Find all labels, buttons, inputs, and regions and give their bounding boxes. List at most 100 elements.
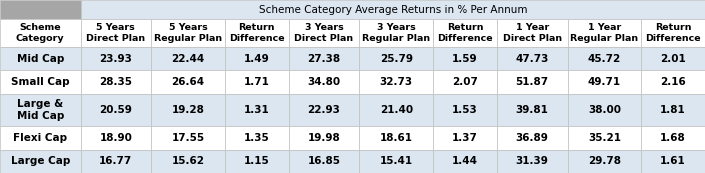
- Text: Return
Difference: Return Difference: [437, 23, 493, 43]
- Bar: [288, 94, 360, 126]
- Bar: [360, 126, 433, 149]
- Bar: [80, 47, 151, 70]
- Bar: [0, 0, 80, 19]
- Text: 1 Year
Direct Plan: 1 Year Direct Plan: [503, 23, 562, 43]
- Text: 1.53: 1.53: [452, 105, 478, 115]
- Bar: [497, 149, 568, 173]
- Text: 1.59: 1.59: [452, 54, 478, 64]
- Bar: [433, 126, 497, 149]
- Text: 36.89: 36.89: [516, 133, 548, 143]
- Text: 5 Years
Direct Plan: 5 Years Direct Plan: [86, 23, 145, 43]
- Bar: [80, 149, 151, 173]
- Text: 29.78: 29.78: [588, 156, 621, 166]
- Bar: [288, 149, 360, 173]
- Text: 1 Year
Regular Plan: 1 Year Regular Plan: [570, 23, 639, 43]
- Text: Small Cap: Small Cap: [11, 77, 70, 87]
- Text: 2.16: 2.16: [660, 77, 686, 87]
- Bar: [360, 70, 433, 94]
- Text: 1.31: 1.31: [244, 105, 269, 115]
- Bar: [568, 149, 641, 173]
- Text: 45.72: 45.72: [588, 54, 621, 64]
- Text: 1.71: 1.71: [244, 77, 270, 87]
- Text: Flexi Cap: Flexi Cap: [13, 133, 67, 143]
- Bar: [288, 126, 360, 149]
- Bar: [568, 126, 641, 149]
- Text: 1.68: 1.68: [660, 133, 686, 143]
- Text: 27.38: 27.38: [307, 54, 341, 64]
- Text: 21.40: 21.40: [379, 105, 412, 115]
- Bar: [225, 47, 288, 70]
- Text: 1.49: 1.49: [244, 54, 269, 64]
- Bar: [433, 19, 497, 47]
- Text: 47.73: 47.73: [515, 54, 549, 64]
- Bar: [225, 94, 288, 126]
- Text: 39.81: 39.81: [516, 105, 548, 115]
- Bar: [225, 19, 288, 47]
- Bar: [641, 126, 705, 149]
- Bar: [225, 149, 288, 173]
- Bar: [0, 19, 80, 47]
- Text: Mid Cap: Mid Cap: [17, 54, 64, 64]
- Bar: [151, 149, 225, 173]
- Bar: [433, 70, 497, 94]
- Text: 18.61: 18.61: [380, 133, 412, 143]
- Bar: [225, 70, 288, 94]
- Text: 26.64: 26.64: [171, 77, 204, 87]
- Bar: [497, 70, 568, 94]
- Text: 31.39: 31.39: [516, 156, 548, 166]
- Bar: [433, 47, 497, 70]
- Bar: [288, 47, 360, 70]
- Bar: [641, 149, 705, 173]
- Text: 1.61: 1.61: [660, 156, 686, 166]
- Bar: [641, 47, 705, 70]
- Text: 1.44: 1.44: [452, 156, 478, 166]
- Text: 1.15: 1.15: [244, 156, 269, 166]
- Text: 3 Years
Direct Plan: 3 Years Direct Plan: [295, 23, 354, 43]
- Bar: [497, 94, 568, 126]
- Bar: [641, 94, 705, 126]
- Text: 1.37: 1.37: [452, 133, 478, 143]
- Text: 22.93: 22.93: [307, 105, 341, 115]
- Bar: [360, 47, 433, 70]
- Bar: [0, 47, 80, 70]
- Bar: [80, 126, 151, 149]
- Text: 25.79: 25.79: [380, 54, 412, 64]
- Bar: [151, 126, 225, 149]
- Text: 15.41: 15.41: [379, 156, 412, 166]
- Text: 35.21: 35.21: [588, 133, 621, 143]
- Text: 5 Years
Regular Plan: 5 Years Regular Plan: [154, 23, 222, 43]
- Text: Large &
Mid Cap: Large & Mid Cap: [17, 99, 64, 121]
- Text: 17.55: 17.55: [171, 133, 204, 143]
- Bar: [0, 126, 80, 149]
- Bar: [288, 19, 360, 47]
- Text: 1.35: 1.35: [244, 133, 269, 143]
- Text: Return
Difference: Return Difference: [229, 23, 285, 43]
- Text: 15.62: 15.62: [171, 156, 204, 166]
- Bar: [433, 94, 497, 126]
- Bar: [360, 19, 433, 47]
- Text: 34.80: 34.80: [307, 77, 341, 87]
- Text: 28.35: 28.35: [99, 77, 133, 87]
- Text: 18.90: 18.90: [99, 133, 133, 143]
- Bar: [80, 94, 151, 126]
- Bar: [151, 70, 225, 94]
- Bar: [0, 70, 80, 94]
- Text: 16.85: 16.85: [307, 156, 341, 166]
- Bar: [0, 149, 80, 173]
- Bar: [288, 70, 360, 94]
- Bar: [433, 149, 497, 173]
- Bar: [497, 19, 568, 47]
- Bar: [80, 70, 151, 94]
- Bar: [0, 94, 80, 126]
- Bar: [151, 19, 225, 47]
- Bar: [80, 19, 151, 47]
- Bar: [151, 47, 225, 70]
- Bar: [497, 126, 568, 149]
- Text: Large Cap: Large Cap: [11, 156, 70, 166]
- Text: 38.00: 38.00: [588, 105, 621, 115]
- Bar: [641, 70, 705, 94]
- Bar: [151, 94, 225, 126]
- Bar: [568, 19, 641, 47]
- Text: 19.28: 19.28: [171, 105, 204, 115]
- Text: 19.98: 19.98: [307, 133, 341, 143]
